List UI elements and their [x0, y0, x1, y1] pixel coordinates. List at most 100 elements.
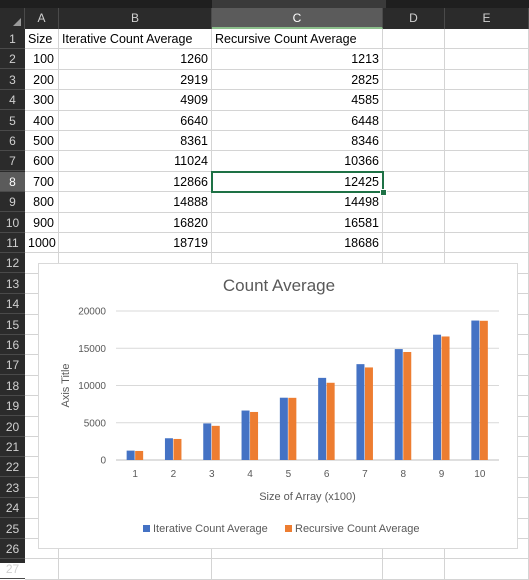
cell-b27[interactable] [59, 559, 212, 580]
cell-c26[interactable] [212, 539, 383, 560]
row-header-17[interactable]: 17 [0, 355, 25, 376]
cell-b7[interactable]: 11024 [59, 151, 212, 172]
row-header-21[interactable]: 21 [0, 437, 25, 457]
cell-d5[interactable] [383, 110, 445, 131]
cell-a11[interactable]: 1000 [25, 233, 59, 254]
cell-b6[interactable]: 8361 [59, 131, 212, 152]
cell-e2[interactable] [445, 49, 529, 70]
row-header-5[interactable]: 5 [0, 111, 25, 131]
cell-b3[interactable]: 2919 [59, 69, 212, 91]
bar-iterative-2 [164, 438, 173, 460]
column-header-d[interactable]: D [383, 8, 445, 29]
cell-a10[interactable]: 900 [25, 212, 59, 233]
column-header-b[interactable]: B [59, 8, 212, 29]
cell-e27[interactable] [445, 559, 529, 580]
cell-d8[interactable] [383, 171, 445, 193]
header-cell-b[interactable]: Iterative Count Average [59, 29, 212, 50]
cell-d27[interactable] [383, 559, 445, 580]
row-header-20[interactable]: 20 [0, 417, 25, 437]
cell-a5[interactable]: 400 [25, 110, 59, 131]
row-header-24[interactable]: 24 [0, 498, 25, 519]
cell-c4[interactable]: 4585 [212, 90, 383, 111]
cell-a9[interactable]: 800 [25, 192, 59, 213]
column-header-a[interactable]: A [25, 8, 59, 29]
cell-e4[interactable] [445, 90, 529, 111]
cell-d11[interactable] [383, 233, 445, 254]
cell-b8[interactable]: 12866 [59, 171, 212, 193]
column-header-c[interactable]: C [212, 8, 383, 29]
cell-a4[interactable]: 300 [25, 90, 59, 111]
row-header-27[interactable]: 27 [0, 559, 25, 580]
row-header-11[interactable]: 11 [0, 233, 25, 253]
cell-a3[interactable]: 200 [25, 69, 59, 91]
fill-handle[interactable] [380, 189, 387, 197]
cell-e7[interactable] [445, 151, 529, 172]
row-header-14[interactable]: 14 [0, 294, 25, 315]
cell-a27[interactable] [25, 559, 59, 580]
row-header-7[interactable]: 7 [0, 151, 25, 172]
cell-c9[interactable]: 14498 [212, 192, 383, 213]
cell-e11[interactable] [445, 233, 529, 254]
cell-d26[interactable] [383, 539, 445, 560]
row-header-25[interactable]: 25 [0, 519, 25, 539]
cell-c3[interactable]: 2825 [212, 69, 383, 91]
cell-d6[interactable] [383, 131, 445, 152]
row-header-19[interactable]: 19 [0, 396, 25, 417]
cell-d1[interactable] [383, 29, 445, 50]
cell-e5[interactable] [445, 110, 529, 131]
count-average-chart[interactable]: Count Average 0 5000 10000 15000 20000 1 2 3 4 5 6 7… [38, 263, 518, 549]
column-header-e[interactable]: E [445, 8, 529, 29]
row-header-9[interactable]: 9 [0, 192, 25, 213]
cell-a7[interactable]: 600 [25, 151, 59, 172]
row-header-18[interactable]: 18 [0, 376, 25, 396]
row-header-4[interactable]: 4 [0, 90, 25, 111]
cell-c2[interactable]: 1213 [212, 49, 383, 70]
row-header-12[interactable]: 12 [0, 253, 25, 274]
cell-a8[interactable]: 700 [25, 171, 59, 193]
row-header-2[interactable]: 2 [0, 49, 25, 70]
cell-b9[interactable]: 14888 [59, 192, 212, 213]
row-header-6[interactable]: 6 [0, 131, 25, 151]
cell-c10[interactable]: 16581 [212, 212, 383, 233]
cell-d3[interactable] [383, 69, 445, 91]
cell-a6[interactable]: 500 [25, 131, 59, 152]
cell-d4[interactable] [383, 90, 445, 111]
cell-b11[interactable]: 18719 [59, 233, 212, 254]
cell-e6[interactable] [445, 131, 529, 152]
cell-a26[interactable] [25, 539, 59, 560]
header-cell-a[interactable]: Size [25, 29, 59, 50]
row-header-16[interactable]: 16 [0, 335, 25, 355]
cell-d2[interactable] [383, 49, 445, 70]
cell-d10[interactable] [383, 212, 445, 233]
cell-e8[interactable] [445, 171, 529, 193]
cell-d7[interactable] [383, 151, 445, 172]
cell-e9[interactable] [445, 192, 529, 213]
row-header-8[interactable]: 8 [0, 171, 25, 192]
row-header-15[interactable]: 15 [0, 315, 25, 335]
row-header-3[interactable]: 3 [0, 70, 25, 90]
cell-c5[interactable]: 6448 [212, 110, 383, 131]
cell-c11[interactable]: 18686 [212, 233, 383, 254]
cell-d9[interactable] [383, 192, 445, 213]
cell-c27[interactable] [212, 559, 383, 580]
select-all-corner[interactable] [0, 8, 25, 29]
cell-c7[interactable]: 10366 [212, 151, 383, 172]
cell-e10[interactable] [445, 212, 529, 233]
row-header-26[interactable]: 26 [0, 539, 25, 559]
cell-b10[interactable]: 16820 [59, 212, 212, 233]
cell-b4[interactable]: 4909 [59, 90, 212, 111]
row-header-13[interactable]: 13 [0, 274, 25, 294]
row-header-1[interactable]: 1 [0, 29, 25, 49]
row-header-10[interactable]: 10 [0, 213, 25, 233]
cell-e3[interactable] [445, 69, 529, 91]
cell-a2[interactable]: 100 [25, 49, 59, 70]
cell-c8[interactable]: 12425 [211, 170, 384, 194]
cell-e1[interactable] [445, 29, 529, 50]
row-header-23[interactable]: 23 [0, 478, 25, 498]
row-header-22[interactable]: 22 [0, 457, 25, 478]
cell-b5[interactable]: 6640 [59, 110, 212, 131]
cell-b26[interactable] [59, 539, 212, 560]
cell-c6[interactable]: 8346 [212, 131, 383, 152]
header-cell-c[interactable]: Recursive Count Average [212, 29, 383, 50]
cell-b2[interactable]: 1260 [59, 49, 212, 70]
